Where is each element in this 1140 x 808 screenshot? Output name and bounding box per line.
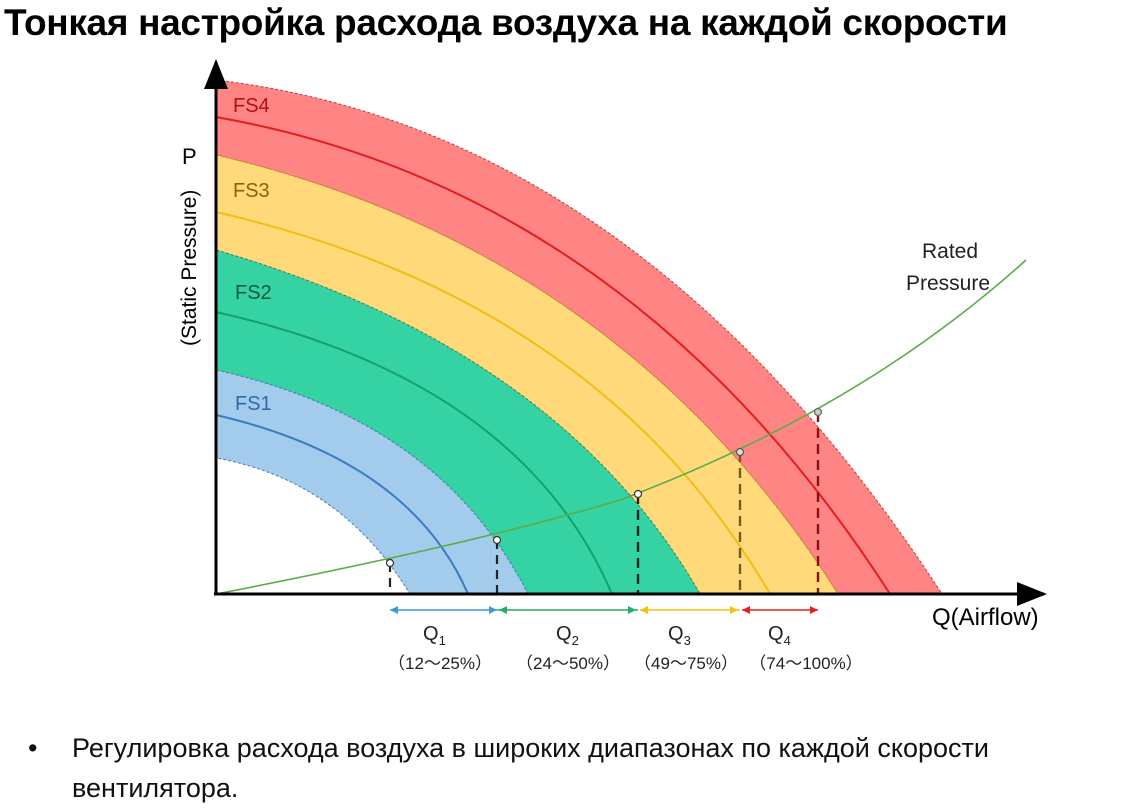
page-title: Тонкая настройка расхода воздуха на кажд…: [4, 2, 1008, 43]
q2-arrow-head-left: [499, 606, 507, 614]
fs1-curve: [215, 414, 469, 595]
rated-label-line1: Rated: [922, 240, 978, 263]
q2-range-text: （24～50%）: [516, 654, 620, 673]
fs4-label: FS4: [233, 95, 270, 117]
operating-point-1: [385, 558, 395, 568]
bullet-symbol: •: [28, 733, 38, 763]
q1-range-text: （12～25%）: [388, 654, 492, 673]
q1-arrow-head-right: [489, 606, 497, 614]
rated-label-line2: Pressure: [906, 272, 990, 295]
operating-point-2: [492, 535, 502, 545]
q3-arrow-head-left: [640, 606, 648, 614]
operating-point-4: [735, 447, 745, 457]
q3-arrow-head-right: [730, 606, 738, 614]
y-axis-label: P: [182, 144, 197, 169]
q4-arrow-head-left: [742, 606, 750, 614]
q1-label: Q1: [423, 623, 446, 648]
bullet-text: Регулировка расхода воздуха в широких ди…: [72, 733, 989, 803]
q3-range-text: （49～75%）: [634, 654, 738, 673]
fs1-band: [215, 369, 529, 595]
operating-point-3: [633, 489, 643, 499]
q2-arrow-head-right: [628, 606, 636, 614]
fs4-curve: [215, 116, 891, 595]
fs3-curve: [215, 211, 771, 595]
y-axis-sublabel: (Static Pressure): [178, 190, 201, 346]
rated-pressure-curve: [215, 259, 1027, 595]
q4-label: Q4: [768, 623, 791, 648]
x-axis-label: Q(Airflow): [932, 604, 1039, 631]
fs2-label: FS2: [235, 282, 272, 304]
q1-arrow-head-left: [390, 606, 398, 614]
q4-arrow-head-right: [810, 606, 818, 614]
q2-label: Q2: [556, 623, 579, 648]
fs2-curve: [215, 311, 613, 595]
q4-range-text: （74～100%）: [749, 654, 862, 673]
fs1-label: FS1: [235, 393, 272, 415]
fan-curve-diagram: P (Static Pressure) Q(Airflow) Rated Pre…: [178, 59, 1047, 673]
q3-label: Q3: [668, 623, 691, 648]
operating-point-5: [813, 407, 823, 417]
fs3-label: FS3: [233, 180, 270, 202]
